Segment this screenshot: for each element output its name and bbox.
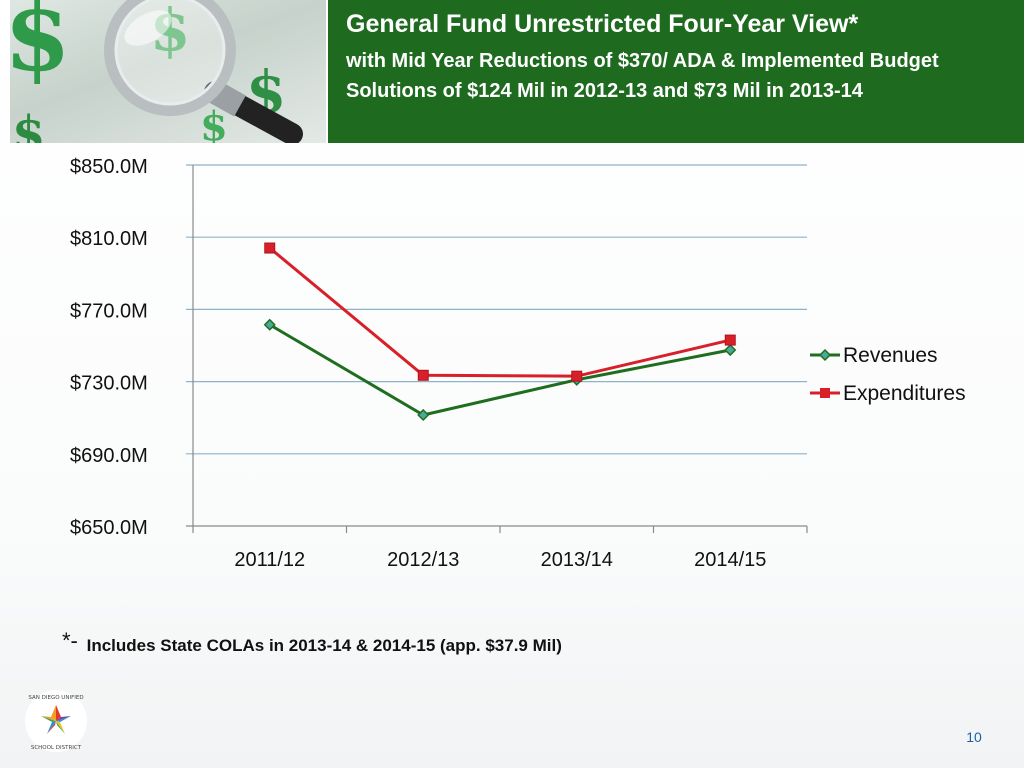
footnote: *- Includes State COLAs in 2013-14 & 201… xyxy=(62,628,562,656)
magnifying-glass-icon xyxy=(104,0,303,143)
data-point-expenditures xyxy=(724,334,736,346)
dollar-sign-icon: $ xyxy=(10,0,71,93)
footnote-text: Includes State COLAs in 2013-14 & 2014-1… xyxy=(86,636,562,655)
svg-text:SAN DIEGO UNIFIED: SAN DIEGO UNIFIED xyxy=(28,695,83,701)
legend-label-revenues: Revenues xyxy=(843,344,938,367)
y-tick-label: $650.0M xyxy=(70,517,148,539)
page-number: 10 xyxy=(966,729,982,745)
data-point-expenditures xyxy=(417,369,429,381)
title-band: General Fund Unrestricted Four-Year View… xyxy=(328,0,1024,143)
y-tick-label: $810.0M xyxy=(70,228,148,250)
series-line-revenues xyxy=(268,323,731,417)
x-tick-label: 2011/12 xyxy=(234,549,305,571)
y-tick-label: $770.0M xyxy=(70,300,148,322)
x-tick-label: 2013/14 xyxy=(541,549,613,571)
data-point-expenditures xyxy=(571,370,583,382)
data-point-expenditures xyxy=(264,242,276,254)
data-point-revenues xyxy=(724,343,737,357)
data-point-revenues xyxy=(417,408,430,422)
footnote-marker: *- xyxy=(62,628,78,653)
slide-subtitle: with Mid Year Reductions of $370/ ADA & … xyxy=(346,50,939,102)
data-point-revenues xyxy=(263,318,276,331)
series-line-expenditures xyxy=(268,246,731,378)
x-tick-label: 2014/15 xyxy=(694,549,766,571)
legend-label-expenditures: Expenditures xyxy=(843,382,966,405)
y-tick-label: $690.0M xyxy=(70,445,148,467)
district-logo: SAN DIEGO UNIFIED SCHOOL DISTRICT xyxy=(24,689,88,753)
svg-text:SCHOOL DISTRICT: SCHOOL DISTRICT xyxy=(31,745,82,751)
header-money-magnifier-image: $ $ $ $ $ xyxy=(10,0,326,143)
dollar-sign-icon: $ xyxy=(12,106,45,143)
legend-marker-revenues xyxy=(818,348,832,362)
district-logo-image: SAN DIEGO UNIFIED SCHOOL DISTRICT xyxy=(25,690,87,752)
money-magnifier-illustration: $ $ $ $ $ xyxy=(10,0,303,143)
y-tick-label: $850.0M xyxy=(70,156,148,178)
y-tick-label: $730.0M xyxy=(70,373,148,395)
legend-marker-expenditures xyxy=(820,388,830,398)
slide-title: General Fund Unrestricted Four-Year View… xyxy=(346,10,859,38)
x-tick-label: 2012/13 xyxy=(387,549,459,571)
line-chart: $850.0M $810.0M $770.0M $730.0M $690.0M $650.… xyxy=(70,156,966,571)
